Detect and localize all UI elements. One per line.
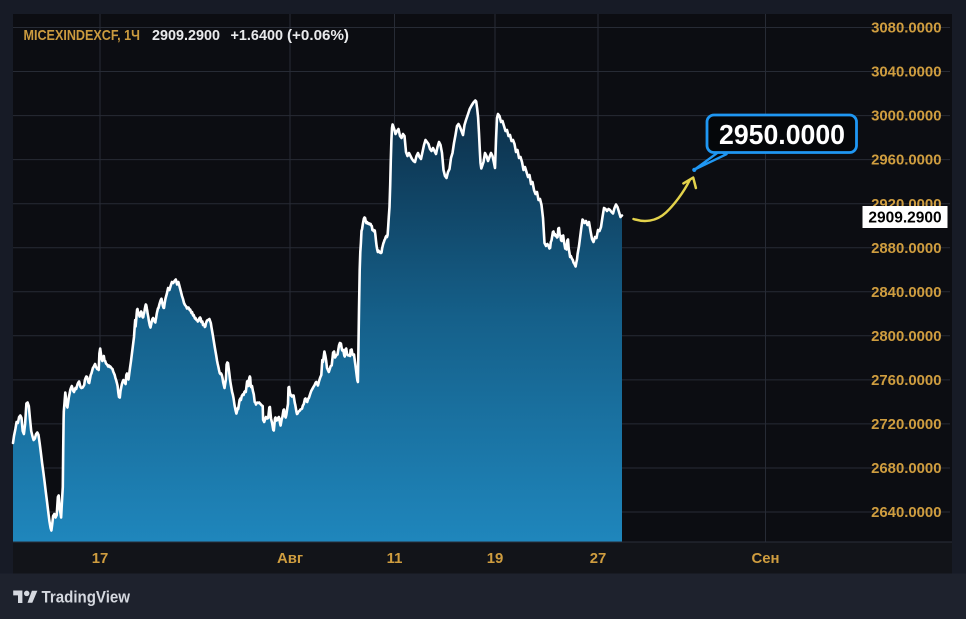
- svg-text:2880.0000: 2880.0000: [871, 241, 941, 257]
- svg-text:2720.0000: 2720.0000: [871, 417, 941, 433]
- svg-text:2950.0000: 2950.0000: [719, 119, 845, 150]
- svg-text:Авг: Авг: [277, 551, 303, 567]
- svg-text:17: 17: [92, 551, 109, 567]
- svg-text:2760.0000: 2760.0000: [871, 373, 941, 389]
- svg-text:+1.6400: +1.6400: [231, 27, 284, 44]
- svg-text:2800.0000: 2800.0000: [871, 329, 941, 345]
- svg-text:Сен: Сен: [751, 551, 779, 567]
- svg-text:MICEXINDEXCF, 1Ч: MICEXINDEXCF, 1Ч: [24, 27, 141, 44]
- svg-text:TradingView: TradingView: [42, 589, 131, 607]
- svg-text:3000.0000: 3000.0000: [871, 109, 941, 125]
- svg-text:3040.0000: 3040.0000: [871, 65, 941, 81]
- svg-text:27: 27: [590, 551, 607, 567]
- svg-text:11: 11: [387, 551, 403, 567]
- svg-text:2909.2900: 2909.2900: [868, 210, 941, 227]
- svg-text:2909.2900: 2909.2900: [152, 27, 220, 44]
- svg-text:(+0.06%): (+0.06%): [287, 27, 349, 44]
- svg-text:2960.0000: 2960.0000: [871, 153, 941, 169]
- svg-text:2840.0000: 2840.0000: [871, 285, 941, 301]
- svg-text:3080.0000: 3080.0000: [871, 21, 941, 37]
- svg-text:19: 19: [487, 551, 504, 567]
- svg-text:2640.0000: 2640.0000: [871, 505, 941, 521]
- svg-text:2680.0000: 2680.0000: [871, 461, 941, 477]
